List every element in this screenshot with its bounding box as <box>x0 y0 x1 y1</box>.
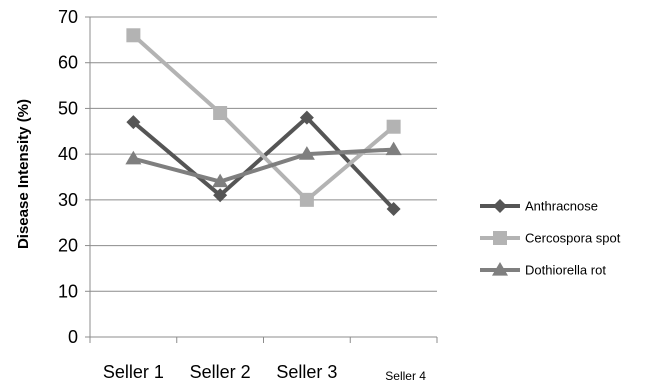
y-tick-label: 20 <box>58 236 78 256</box>
x-tick-label: Seller 3 <box>276 362 337 382</box>
legend-item-cercospora-spot: Cercospora spot <box>480 231 621 246</box>
data-point <box>386 202 401 216</box>
legend-label: Cercospora spot <box>525 231 621 246</box>
data-point <box>385 141 402 156</box>
legend-marker <box>492 262 508 276</box>
data-point <box>298 146 315 160</box>
legend-item-anthracnose: Anthracnose <box>480 199 598 214</box>
series-line <box>132 147 394 184</box>
x-tick-label: Seller 2 <box>190 362 251 382</box>
y-tick-label: 0 <box>68 327 78 347</box>
y-tick-label: 60 <box>58 53 78 73</box>
y-tick-label: 70 <box>58 7 78 27</box>
series-line <box>132 33 395 202</box>
data-point <box>212 173 229 188</box>
legend-marker <box>493 231 507 245</box>
y-tick-label: 30 <box>58 190 78 210</box>
gridlines <box>90 16 437 292</box>
data-point <box>299 192 314 207</box>
series-dothiorella-rot <box>125 141 402 188</box>
data-point <box>213 188 228 203</box>
legend-item-dothiorella-rot: Dothiorella rot <box>480 262 606 278</box>
y-tick-label: 10 <box>58 281 78 301</box>
legend-label: Anthracnose <box>525 199 598 214</box>
legend-label: Dothiorella rot <box>525 263 606 278</box>
x-tick-label: Seller 1 <box>103 362 164 382</box>
data-point <box>126 28 141 43</box>
series-group <box>125 28 402 216</box>
y-tick-label: 40 <box>58 144 78 164</box>
legend: Anthracnose Cercospora spot Dothiorella ro… <box>480 199 621 278</box>
legend-marker <box>493 199 507 213</box>
data-point <box>299 110 314 125</box>
x-tick-label: Seller 4 <box>385 369 426 383</box>
y-axis-label: Disease Intensity (%) <box>15 99 32 249</box>
series-line <box>132 115 396 211</box>
data-point <box>125 150 142 165</box>
data-point <box>213 106 228 120</box>
series-cercospora-spot <box>126 28 401 207</box>
data-point <box>386 119 401 134</box>
axes: 0 10 20 30 40 50 60 70 Seller 1 Seller 2 Seller 3 S… <box>58 7 438 383</box>
data-point <box>126 115 141 130</box>
y-tick-label: 50 <box>58 98 78 118</box>
